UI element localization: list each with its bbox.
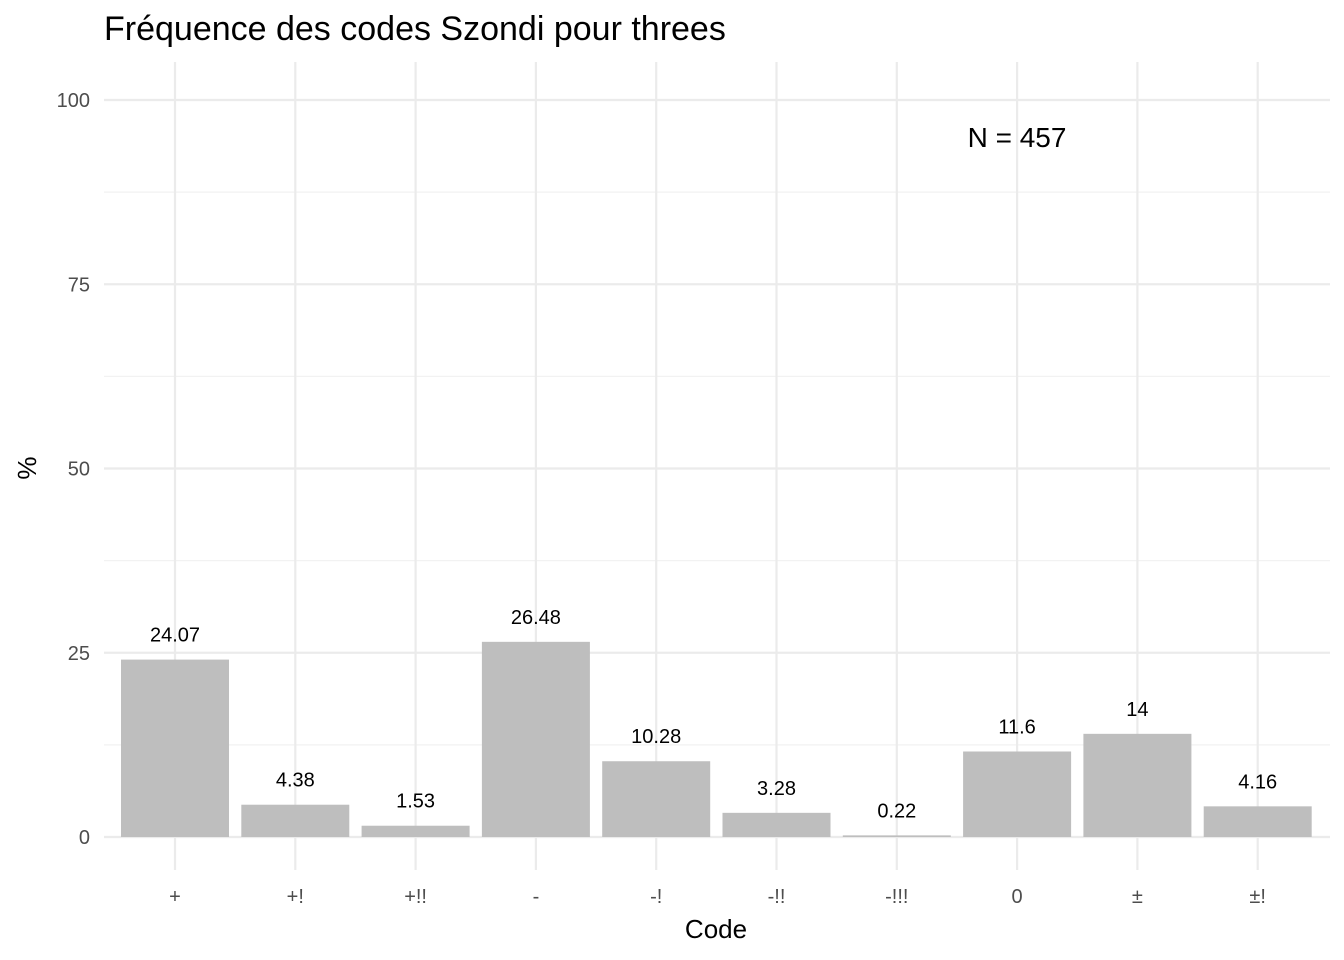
data-label: 24.07 bbox=[150, 625, 200, 647]
data-label: 14 bbox=[1126, 699, 1148, 721]
x-tick-label: + bbox=[169, 886, 181, 908]
bar bbox=[481, 641, 590, 837]
bar bbox=[1083, 733, 1192, 837]
data-label: 3.28 bbox=[757, 778, 796, 800]
x-tick-label: -!! bbox=[768, 886, 786, 908]
data-label: 4.16 bbox=[1238, 771, 1277, 793]
bar bbox=[842, 835, 951, 837]
bar bbox=[361, 825, 470, 837]
x-tick-label: -!!! bbox=[885, 886, 908, 908]
bar bbox=[963, 751, 1072, 837]
bar bbox=[722, 812, 831, 837]
x-tick-label: +!! bbox=[404, 886, 427, 908]
y-axis-ticks: 0 25 50 75 100 bbox=[57, 90, 90, 849]
x-tick-label: +! bbox=[287, 886, 304, 908]
data-label: 26.48 bbox=[511, 607, 561, 629]
bar bbox=[241, 804, 350, 837]
bar bbox=[602, 761, 711, 837]
y-axis-title: % bbox=[12, 456, 42, 479]
data-label: 1.53 bbox=[396, 791, 435, 813]
x-axis-title: Code bbox=[685, 914, 747, 944]
y-tick-label: 50 bbox=[68, 459, 90, 481]
y-tick-label: 25 bbox=[68, 643, 90, 665]
x-tick-label: - bbox=[533, 886, 540, 908]
y-tick-label: 75 bbox=[68, 274, 90, 296]
data-label: 11.6 bbox=[998, 717, 1035, 739]
bar bbox=[121, 659, 229, 837]
y-tick-label: 0 bbox=[79, 827, 90, 849]
bars bbox=[121, 641, 1312, 837]
data-label: 4.38 bbox=[276, 770, 315, 792]
x-tick-label: -! bbox=[650, 886, 662, 908]
data-label: 10.28 bbox=[631, 726, 681, 748]
x-tick-label: 0 bbox=[1012, 886, 1023, 908]
gridlines bbox=[104, 62, 1330, 870]
x-axis-ticks: + +! +!! - -! -!! -!!! 0 ± ±! bbox=[169, 886, 1266, 908]
chart-title: Fréquence des codes Szondi pour threes bbox=[104, 10, 726, 48]
y-tick-label: 100 bbox=[57, 90, 90, 112]
data-label: 0.22 bbox=[877, 800, 916, 822]
sample-size-annotation: N = 457 bbox=[968, 122, 1067, 153]
x-tick-label: ±! bbox=[1249, 886, 1266, 908]
x-tick-label: ± bbox=[1132, 886, 1143, 908]
data-labels: 24.07 4.38 1.53 26.48 10.28 3.28 0.22 11.6 14 4.1… bbox=[150, 607, 1277, 823]
bar bbox=[1203, 806, 1312, 837]
